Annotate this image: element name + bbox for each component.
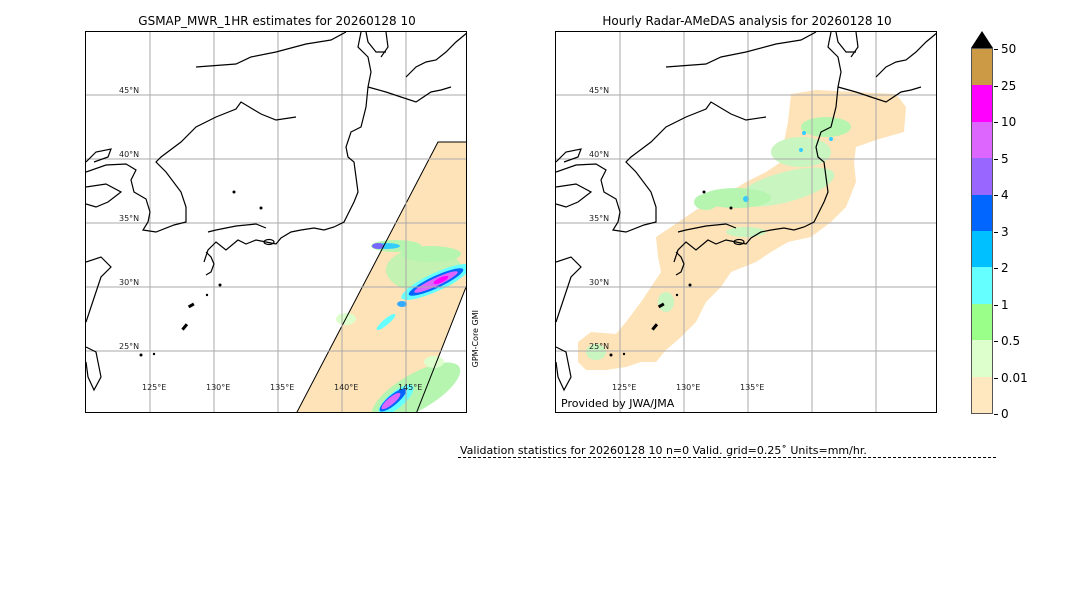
coastlines [556, 32, 936, 392]
colorbar-seg-25-50 [972, 49, 992, 86]
colorbar-tick: 5 [994, 153, 1009, 165]
lat-label-30n: 30°N [589, 278, 609, 287]
colorbar-seg-3-4 [972, 194, 992, 231]
colorbar-tick: 0.01 [994, 372, 1028, 384]
colorbar-tick: 50 [994, 43, 1016, 55]
lat-label-25n: 25°N [119, 342, 139, 351]
lat-label-40n: 40°N [589, 150, 609, 159]
colorbar-extend-arrow [971, 31, 993, 48]
lon-label-130e: 130°E [206, 383, 230, 392]
lat-label-35n: 35°N [589, 214, 609, 223]
lat-label-45n: 45°N [119, 86, 139, 95]
gsmap-map-panel: 45°N 40°N 35°N 30°N 25°N 125°E 130°E 135… [85, 31, 467, 413]
gsmap-map: 45°N 40°N 35°N 30°N 25°N 125°E 130°E 135… [86, 32, 466, 412]
colorbar-seg-0.01-0.5 [972, 340, 992, 377]
lat-label-30n: 30°N [119, 278, 139, 287]
islands [139, 190, 263, 357]
colorbar-seg-4-5 [972, 158, 992, 195]
lon-label-130e: 130°E [676, 383, 700, 392]
colorbar-tick: 3 [994, 226, 1009, 238]
colorbar-seg-0.5-1 [972, 303, 992, 341]
right-map-title: Hourly Radar-AMeDAS analysis for 2026012… [602, 14, 892, 28]
graticule [556, 32, 936, 412]
islands [609, 190, 733, 357]
lon-label-125e: 125°E [612, 383, 636, 392]
graticule [86, 32, 466, 412]
radar-map: 45°N 40°N 35°N 30°N 25°N 125°E 130°E 135… [556, 32, 936, 412]
colorbar-tick: 4 [994, 189, 1009, 201]
lat-label-40n: 40°N [119, 150, 139, 159]
lon-label-145e: 145°E [398, 383, 422, 392]
colorbar-seg-5-10 [972, 121, 992, 159]
colorbar-tick: 10 [994, 116, 1016, 128]
lat-label-45n: 45°N [589, 86, 609, 95]
colorbar-tick: 25 [994, 80, 1016, 92]
colorbar-seg-1-2 [972, 267, 992, 304]
colorbar-seg-0-0.01 [972, 376, 992, 413]
data-credit: Provided by JWA/JMA [561, 397, 675, 410]
coastlines [86, 32, 466, 392]
colorbar-tick: 0.5 [994, 335, 1020, 347]
lon-label-140e: 140°E [334, 383, 358, 392]
radar-map-panel: 45°N 40°N 35°N 30°N 25°N 125°E 130°E 135… [555, 31, 937, 413]
left-map-title: GSMAP_MWR_1HR estimates for 20260128 10 [138, 14, 416, 28]
validation-divider [458, 457, 996, 458]
sensor-label: GPM-Core GMI [471, 310, 480, 368]
lon-label-135e: 135°E [270, 383, 294, 392]
lon-label-125e: 125°E [142, 383, 166, 392]
validation-statistics: Validation statistics for 20260128 10 n=… [460, 444, 867, 457]
colorbar-seg-10-25 [972, 85, 992, 122]
lat-label-25n: 25°N [589, 342, 609, 351]
lat-label-35n: 35°N [119, 214, 139, 223]
colorbar-seg-2-3 [972, 230, 992, 268]
colorbar-tick: 0 [994, 408, 1009, 420]
colorbar-tick: 1 [994, 299, 1009, 311]
colorbar [971, 48, 993, 414]
colorbar-tick: 2 [994, 262, 1009, 274]
lon-label-135e: 135°E [740, 383, 764, 392]
